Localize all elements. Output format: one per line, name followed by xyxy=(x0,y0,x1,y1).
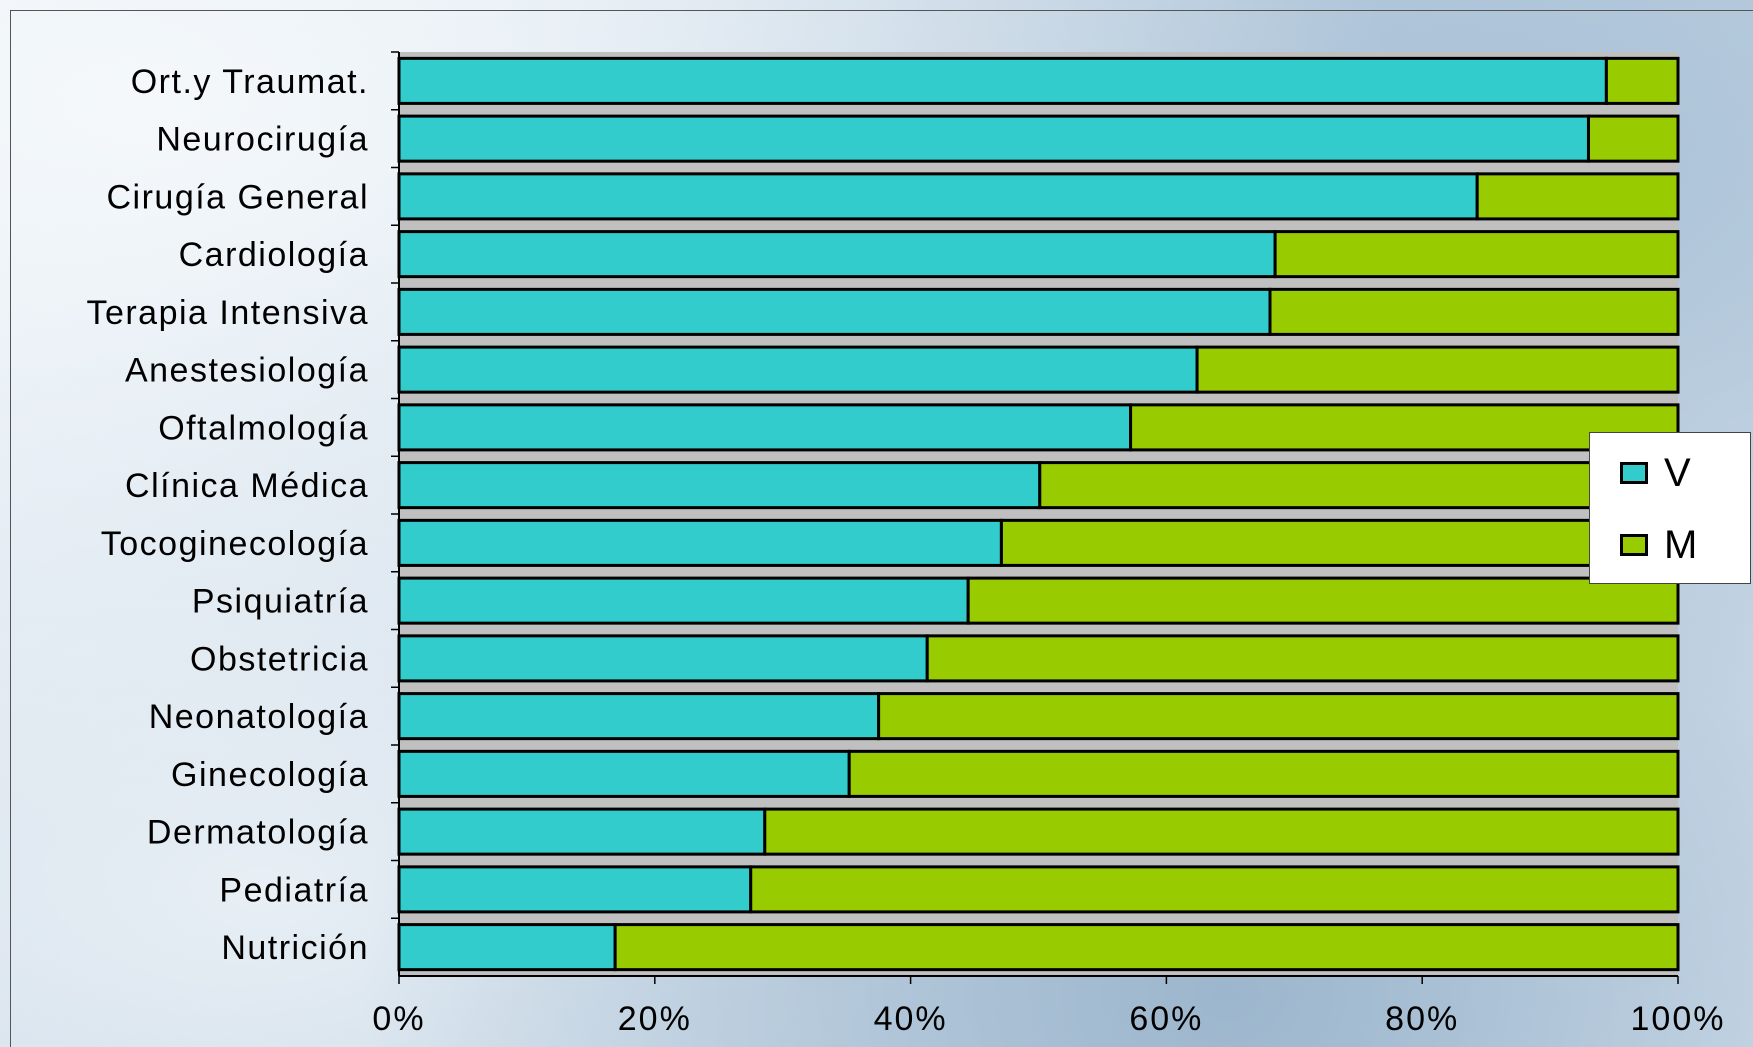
x-tick-label: 80% xyxy=(1385,1000,1459,1038)
category-label: Cirugía General xyxy=(106,178,369,216)
bar-v-12 xyxy=(397,749,851,798)
bar-m-8 xyxy=(999,518,1680,567)
category-label: Anestesiología xyxy=(125,352,369,390)
category-label: Pediatría xyxy=(219,871,369,909)
bar-v-5 xyxy=(397,345,1199,394)
bar-m-13 xyxy=(763,807,1680,856)
legend-swatch-v xyxy=(1620,462,1648,484)
bar-v-4 xyxy=(397,287,1272,336)
bar-m-14 xyxy=(749,865,1680,914)
category-label: Clínica Médica xyxy=(125,467,369,505)
category-label: Cardiología xyxy=(179,236,369,274)
legend-item-v: V xyxy=(1620,450,1691,495)
bar-m-11 xyxy=(877,692,1680,741)
category-label: Neonatología xyxy=(149,698,369,736)
x-tick-label: 100% xyxy=(1631,1000,1726,1038)
bar-v-3 xyxy=(397,230,1277,279)
category-label: Tocoginecología xyxy=(101,525,369,563)
category-label: Ginecología xyxy=(171,756,369,794)
chart-legend: V M xyxy=(1589,432,1751,584)
bar-m-15 xyxy=(613,923,1680,972)
bar-m-0 xyxy=(1604,56,1680,105)
bar-v-7 xyxy=(397,461,1042,510)
category-label: Dermatología xyxy=(147,814,369,852)
bar-m-3 xyxy=(1273,230,1680,279)
bar-m-1 xyxy=(1586,114,1680,163)
bar-v-10 xyxy=(397,634,929,683)
legend-item-m: M xyxy=(1620,522,1698,567)
bar-v-0 xyxy=(397,56,1608,105)
category-label: Nutrición xyxy=(221,929,369,967)
legend-label-m: M xyxy=(1664,522,1698,567)
category-label: Psiquiatría xyxy=(192,583,369,621)
bar-v-8 xyxy=(397,518,1003,567)
bar-m-5 xyxy=(1195,345,1680,394)
bar-v-9 xyxy=(397,576,970,625)
bar-m-12 xyxy=(847,749,1680,798)
bar-m-9 xyxy=(966,576,1680,625)
x-tick-label: 40% xyxy=(874,1000,948,1038)
bar-v-14 xyxy=(397,865,753,914)
bar-v-13 xyxy=(397,807,767,856)
bar-m-4 xyxy=(1268,287,1680,336)
bar-v-11 xyxy=(397,692,881,741)
bar-v-2 xyxy=(397,172,1479,221)
category-label: Obstetricia xyxy=(190,640,369,678)
category-label: Terapia Intensiva xyxy=(86,294,369,332)
category-label: Neurocirugía xyxy=(156,121,369,159)
bar-m-2 xyxy=(1475,172,1680,221)
category-label: Ort.y Traumat. xyxy=(131,63,369,101)
x-tick-label: 0% xyxy=(372,1000,425,1038)
bar-m-10 xyxy=(925,634,1680,683)
bar-v-1 xyxy=(397,114,1590,163)
bar-v-15 xyxy=(397,923,617,972)
chart-frame xyxy=(10,10,1753,1047)
bar-m-6 xyxy=(1129,403,1680,452)
bar-m-7 xyxy=(1038,461,1680,510)
category-label: Oftalmología xyxy=(158,409,369,447)
legend-swatch-m xyxy=(1620,534,1648,556)
legend-label-v: V xyxy=(1664,450,1691,495)
bar-v-6 xyxy=(397,403,1133,452)
x-tick-label: 20% xyxy=(618,1000,692,1038)
x-tick-label: 60% xyxy=(1129,1000,1203,1038)
